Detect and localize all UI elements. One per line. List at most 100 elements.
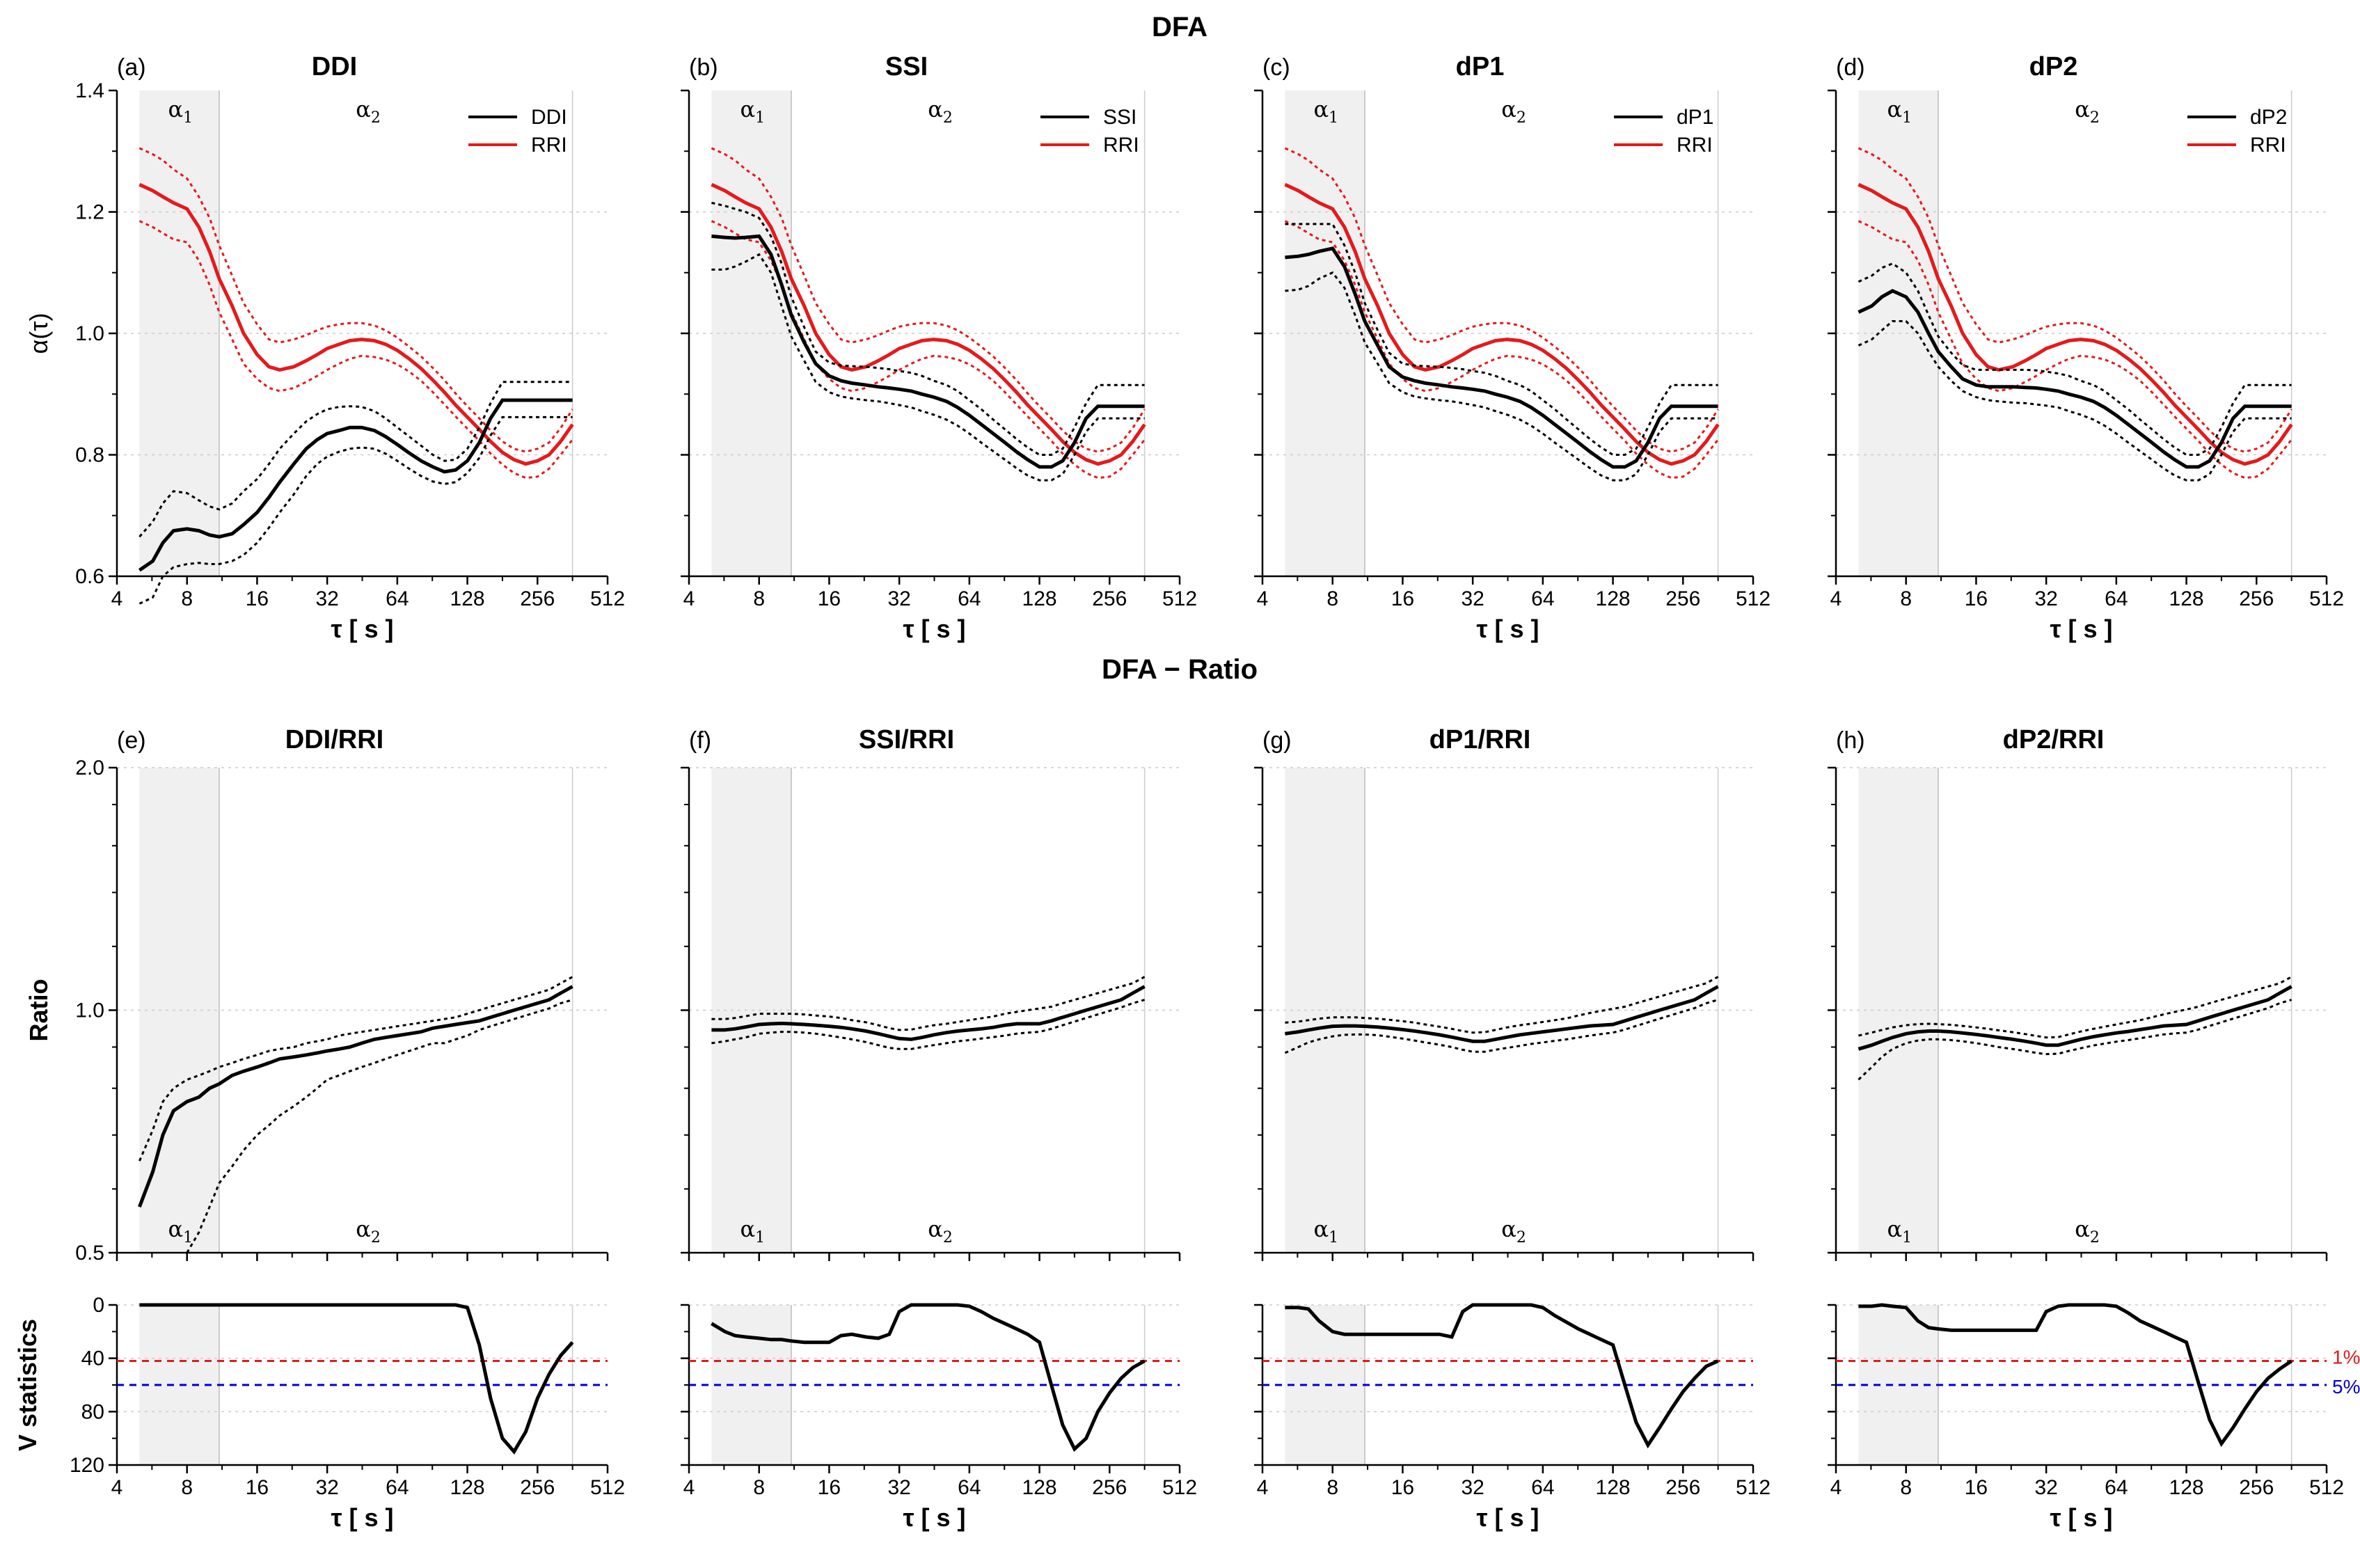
x-tick-label: 16 bbox=[246, 1476, 269, 1499]
ratio-lower-line bbox=[711, 999, 1146, 1050]
x-tick-label: 32 bbox=[1461, 587, 1484, 610]
alpha1-label: α1 bbox=[741, 96, 766, 127]
x-tick-label: 4 bbox=[1830, 587, 1842, 610]
y-axis-title-vstat: V statistics bbox=[13, 1319, 42, 1451]
ratio-panel-letter: (g) bbox=[1262, 727, 1292, 754]
vstat-line bbox=[139, 1303, 574, 1455]
x-axis-title-unit: [ s ] bbox=[349, 615, 394, 643]
x-axis-title-unit: [ s ] bbox=[2068, 615, 2113, 643]
ratio-alpha2-label: α2 bbox=[1501, 1216, 1526, 1246]
x-axis-title-symbol: τ bbox=[1476, 615, 1494, 643]
y-axis-title-ratio: Ratio bbox=[24, 979, 53, 1042]
x-tick-label: 256 bbox=[1665, 1476, 1700, 1499]
alpha2-label-sub: 2 bbox=[2090, 109, 2100, 127]
x-tick-label: 256 bbox=[1092, 587, 1127, 610]
x-axis-title-symbol: τ bbox=[331, 615, 349, 643]
x-tick-label: 16 bbox=[818, 587, 841, 610]
x-tick-label: 8 bbox=[181, 1476, 193, 1499]
ratio-lower-line bbox=[186, 999, 573, 1253]
panel-letter: (b) bbox=[689, 54, 718, 81]
primary-mean-line bbox=[1285, 246, 1718, 469]
rri-upper-line bbox=[1284, 147, 1719, 453]
alpha1-label-sub: 1 bbox=[1329, 109, 1338, 127]
primary-lower-line bbox=[1285, 271, 1718, 482]
ratio-upper-line bbox=[138, 976, 573, 1162]
y-tick-label: 1.0 bbox=[75, 999, 104, 1022]
x-tick-label: 512 bbox=[2309, 587, 2344, 610]
legend-rri-label: RRI bbox=[1103, 134, 1139, 157]
alpha1-label-base: α bbox=[168, 96, 184, 122]
x-tick-label: 512 bbox=[2309, 1476, 2344, 1499]
primary-upper-line bbox=[138, 381, 573, 538]
ratio-alpha2-label: α2 bbox=[928, 1216, 953, 1246]
panel-title: DDI bbox=[312, 52, 357, 81]
x-tick-label: 16 bbox=[1391, 587, 1414, 610]
rri-mean-line bbox=[138, 182, 574, 466]
x-tick-label: 8 bbox=[1326, 1476, 1338, 1499]
alpha2-label-sub: 2 bbox=[371, 109, 381, 127]
ratio-panel-title: SSI/RRI bbox=[859, 725, 954, 754]
x-tick-label: 128 bbox=[1596, 587, 1631, 610]
sig-1pct-label: 1% bbox=[2332, 1347, 2360, 1368]
rri-lower-line bbox=[1858, 220, 2292, 480]
x-tick-label: 16 bbox=[1391, 1476, 1414, 1499]
alpha1-label-sub: 1 bbox=[183, 109, 193, 127]
x-axis-title: τ [ s ] bbox=[1476, 615, 1539, 643]
alpha2-label-base: α bbox=[356, 96, 371, 122]
y-tick-label: 0.6 bbox=[75, 565, 104, 588]
ratio-mean-line bbox=[1285, 985, 1719, 1043]
x-tick-label: 16 bbox=[818, 1476, 841, 1499]
ratio-alpha2-label-base: α bbox=[1501, 1216, 1516, 1242]
bottom-title: DFA − Ratio bbox=[1102, 654, 1258, 685]
x-axis-title-symbol: τ bbox=[2050, 1503, 2068, 1532]
x-tick-label: 64 bbox=[1531, 1476, 1554, 1499]
x-tick-label: 8 bbox=[1326, 587, 1338, 610]
ratio-panel-letter: (h) bbox=[1836, 727, 1865, 754]
x-tick-label: 512 bbox=[590, 1476, 625, 1499]
x-tick-label: 4 bbox=[111, 1476, 123, 1499]
y-tick-label: 0.8 bbox=[75, 444, 104, 467]
ratio-alpha2-label-base: α bbox=[2075, 1216, 2090, 1242]
x-tick-label: 16 bbox=[1965, 1476, 1988, 1499]
x-tick-label: 256 bbox=[520, 587, 555, 610]
ratio-mean-line bbox=[138, 985, 573, 1207]
x-tick-label: 8 bbox=[181, 587, 193, 610]
panel-letter: (c) bbox=[1262, 54, 1290, 81]
ratio-alpha2-label-sub: 2 bbox=[2090, 1229, 2100, 1246]
x-tick-label: 64 bbox=[2105, 587, 2128, 610]
x-axis-title-unit: [ s ] bbox=[1495, 1503, 1539, 1532]
rri-mean-line bbox=[1858, 182, 2293, 466]
alpha1-label-sub: 1 bbox=[1902, 109, 1912, 127]
x-tick-label: 128 bbox=[1022, 1476, 1057, 1499]
x-tick-label: 32 bbox=[2034, 1476, 2057, 1499]
alpha1-label: α1 bbox=[168, 96, 193, 127]
legend-primary-label: SSI bbox=[1103, 106, 1137, 129]
alpha2-label-base: α bbox=[928, 96, 943, 122]
ratio-panel-title: dP1/RRI bbox=[1430, 725, 1531, 754]
legend-rri-label: RRI bbox=[1677, 134, 1713, 157]
panel-title: dP1 bbox=[1456, 52, 1505, 81]
alpha1-shade bbox=[139, 90, 219, 576]
x-tick-label: 512 bbox=[1162, 587, 1197, 610]
ratio-panel-letter: (e) bbox=[117, 727, 146, 754]
x-tick-label: 4 bbox=[683, 1476, 695, 1499]
x-axis-title-symbol: τ bbox=[331, 1503, 349, 1532]
alpha1-label-base: α bbox=[741, 96, 756, 122]
y-tick-label: 0 bbox=[93, 1294, 104, 1317]
x-tick-label: 8 bbox=[753, 1476, 765, 1499]
primary-mean-line bbox=[711, 234, 1145, 469]
panel-letter: (d) bbox=[1836, 54, 1865, 81]
ratio-panel-title: DDI/RRI bbox=[285, 725, 383, 754]
x-axis-title-symbol: τ bbox=[2050, 615, 2068, 643]
x-axis-title-symbol: τ bbox=[1476, 1503, 1494, 1532]
rri-upper-line bbox=[1858, 147, 2292, 453]
rri-mean-line bbox=[1284, 182, 1720, 466]
ratio-alpha1-label: α1 bbox=[1314, 1216, 1339, 1246]
panel-letter: (a) bbox=[117, 54, 146, 81]
legend-primary-label: dP2 bbox=[2250, 106, 2287, 129]
x-axis-title: τ [ s ] bbox=[331, 615, 393, 643]
primary-mean-line bbox=[138, 398, 573, 572]
